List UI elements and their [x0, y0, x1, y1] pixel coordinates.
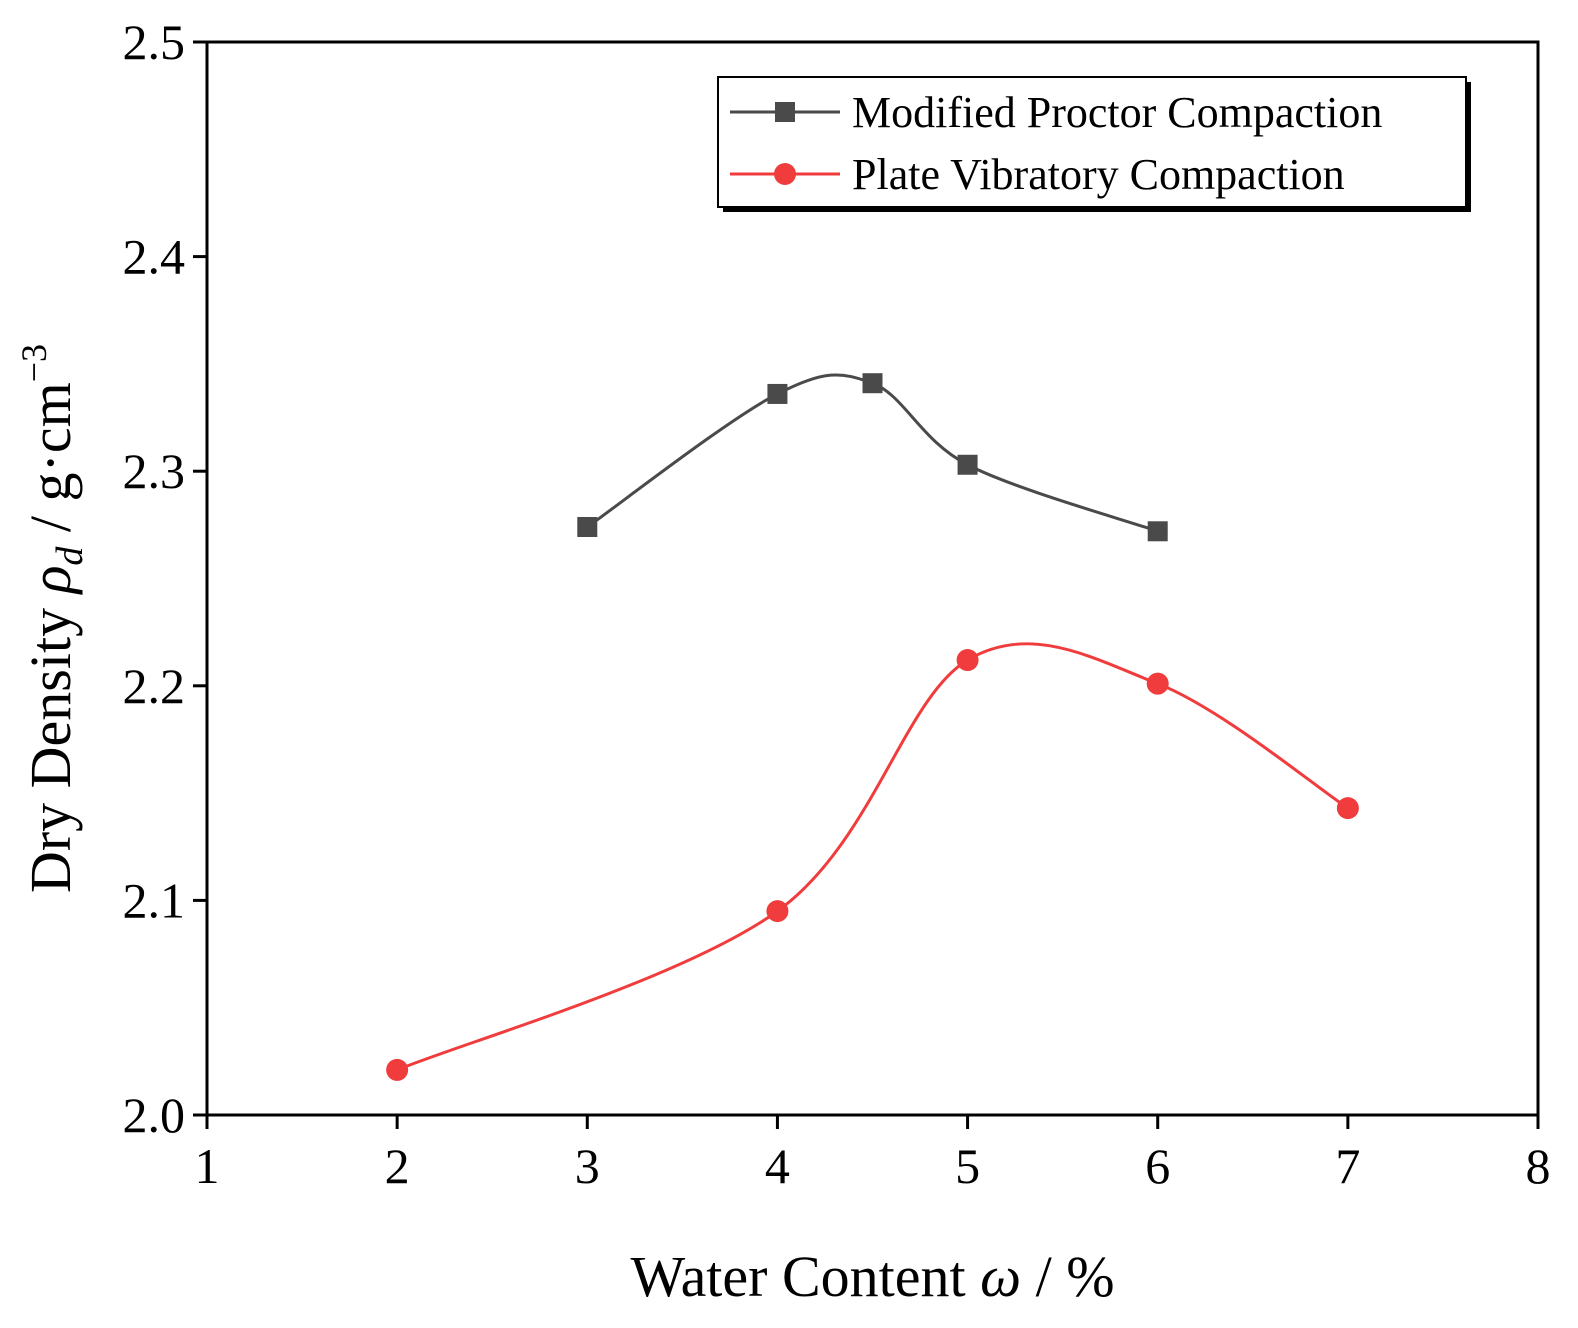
data-point	[957, 454, 978, 475]
legend-label: Plate Vibratory Compaction	[852, 150, 1345, 199]
y-tick-label: 2.4	[123, 229, 186, 285]
x-tick-label: 5	[955, 1138, 980, 1194]
y-tick-label: 2.2	[123, 658, 186, 714]
y-tick-label: 2.1	[123, 872, 186, 928]
y-tick-label: 2.0	[123, 1087, 186, 1143]
x-tick-label: 8	[1526, 1138, 1551, 1194]
data-point	[1336, 797, 1359, 820]
plot-frame	[205, 40, 1540, 1117]
data-point	[1147, 521, 1168, 542]
x-tick-label: 4	[765, 1138, 790, 1194]
series-line-2	[396, 642, 1349, 1072]
x-tick-label: 6	[1145, 1138, 1170, 1194]
data-point	[577, 516, 598, 537]
data-point	[767, 383, 788, 404]
data-point	[956, 649, 979, 672]
legend: Modified Proctor Compaction Plate Vibrato…	[717, 76, 1471, 212]
legend-marker	[775, 102, 795, 122]
series-line-1	[586, 373, 1159, 533]
y-tick-label: 2.3	[123, 443, 186, 499]
data-point	[1146, 672, 1169, 695]
data-point	[862, 373, 883, 394]
legend-box	[717, 76, 1467, 208]
legend-marker	[774, 163, 796, 185]
series-curves	[396, 373, 1349, 1072]
y-tick-labels: 2.0 2.1 2.2 2.3 2.4 2.5	[123, 14, 186, 1143]
y-axis-label: Dry Density ρd / g·cm−3	[14, 344, 91, 893]
series-markers	[386, 373, 1359, 1081]
data-point	[386, 1058, 409, 1081]
x-tick-label: 3	[575, 1138, 600, 1194]
x-tick-label: 7	[1335, 1138, 1360, 1194]
y-tick-label: 2.5	[123, 14, 186, 70]
x-tick-labels: 1 2 3 4 5 6 7 8	[195, 1138, 1551, 1194]
x-tick-label: 2	[385, 1138, 410, 1194]
x-tick-label: 1	[195, 1138, 220, 1194]
data-point	[766, 900, 789, 923]
legend-label: Modified Proctor Compaction	[852, 88, 1382, 137]
x-axis-label: Water Content ω / %	[630, 1244, 1114, 1309]
axis-ticks	[193, 40, 1540, 1129]
